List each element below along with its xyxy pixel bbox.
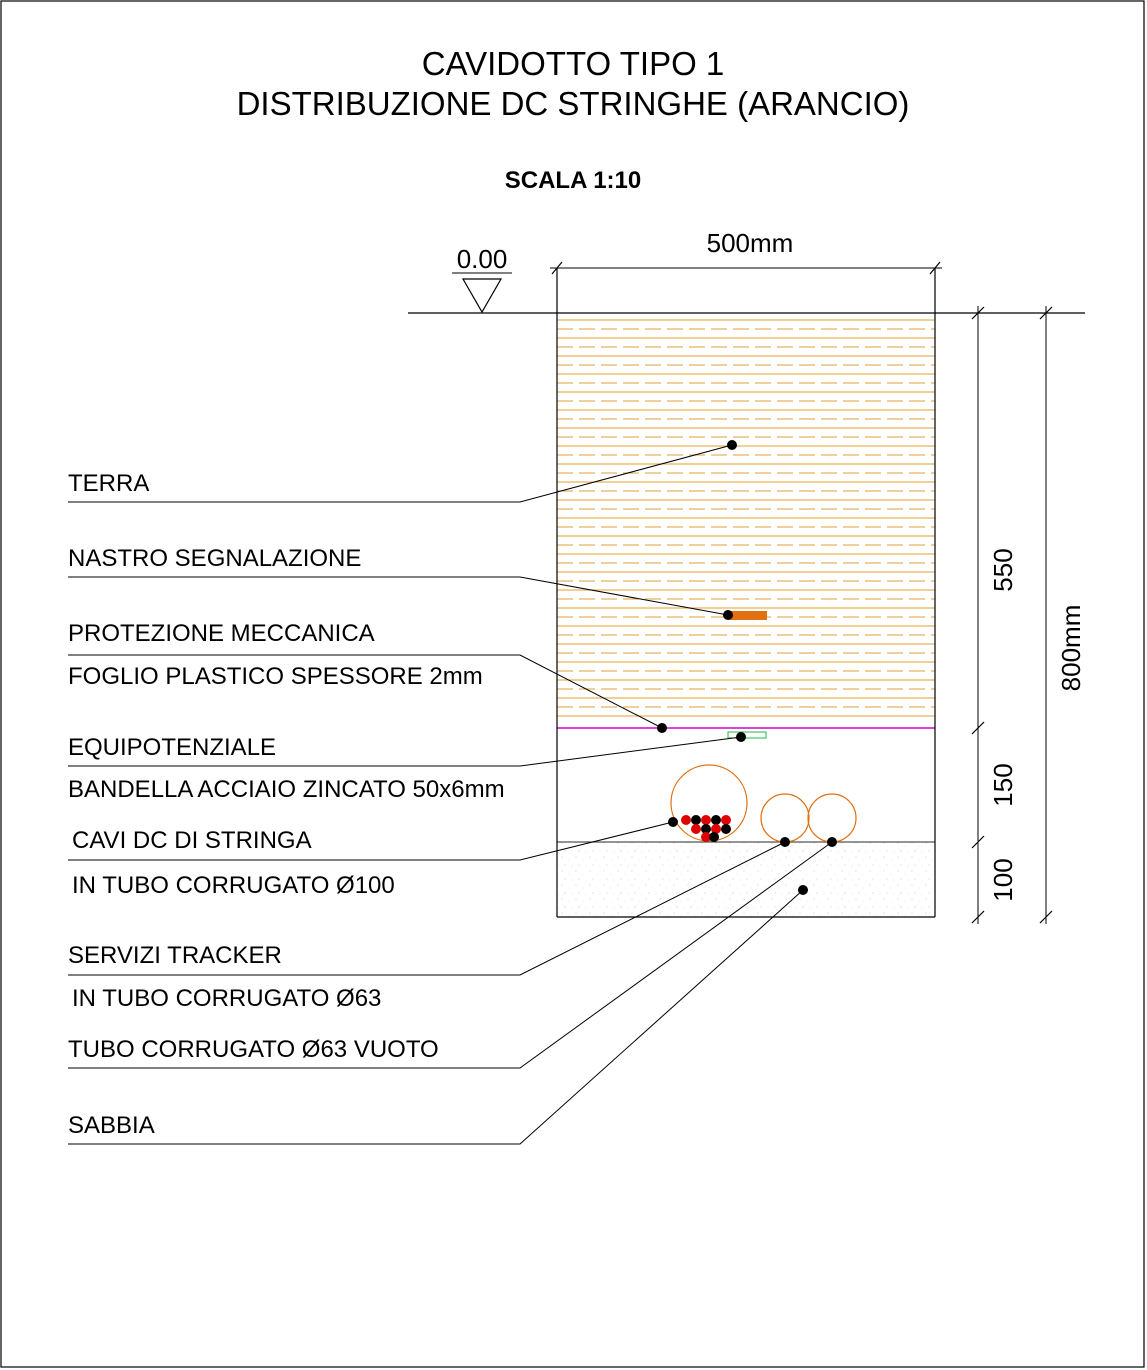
cable	[701, 832, 711, 842]
total-dim-tick-top	[1039, 306, 1053, 320]
dc-cables	[681, 815, 731, 842]
warning-tape	[729, 611, 767, 620]
layer-dim-tick-3	[971, 835, 985, 849]
cable	[711, 824, 721, 834]
leader-tubo-vuoto	[68, 841, 833, 1069]
leader-terra	[68, 444, 733, 503]
label-protezione-1: PROTEZIONE MECCANICA	[68, 620, 375, 647]
dot-terra	[727, 440, 737, 450]
label-servizi-2: IN TUBO CORRUGATO Ø63	[72, 985, 381, 1012]
layer-dim-tick-1	[971, 306, 985, 320]
cable	[691, 824, 701, 834]
width-dim-text: 500mm	[707, 228, 794, 258]
sand-layer	[557, 842, 935, 917]
label-servizi-1: SERVIZI TRACKER	[68, 942, 282, 969]
label-protezione-2: FOGLIO PLASTICO SPESSORE 2mm	[68, 663, 483, 690]
conduit-63-empty	[807, 793, 857, 843]
layer-dim-tick-4	[971, 910, 985, 924]
level-marker-triangle	[461, 278, 503, 314]
width-dim-tick-left	[551, 261, 563, 275]
label-cavi-1: CAVI DC DI STRINGA	[72, 827, 312, 854]
leader-sabbia	[68, 889, 804, 1145]
cable	[709, 832, 719, 842]
leader-protezione	[68, 654, 663, 729]
dot-nastro	[723, 610, 733, 620]
scale-label: SCALA 1:10	[505, 167, 641, 194]
dot-tubo-vuoto	[827, 837, 837, 847]
leader-lines	[68, 444, 833, 1145]
label-equipotenziale-1: EQUIPOTENZIALE	[68, 734, 276, 761]
leader-cavi	[68, 821, 674, 861]
label-tubo-vuoto: TUBO CORRUGATO Ø63 VUOTO	[68, 1036, 439, 1063]
label-cavi-2: IN TUBO CORRUGATO Ø100	[72, 872, 395, 899]
cable	[681, 815, 691, 825]
total-dim-text: 800mm	[1056, 605, 1086, 692]
dot-equipotenziale	[736, 732, 746, 742]
cable	[701, 824, 711, 834]
label-terra: TERRA	[68, 470, 149, 497]
label-sabbia: SABBIA	[68, 1112, 155, 1139]
dot-cavi	[668, 817, 678, 827]
cable	[711, 815, 721, 825]
leader-servizi	[68, 841, 786, 976]
conduit-63-tracker	[760, 793, 810, 843]
width-dim-tick-right	[929, 261, 941, 275]
layer-dim-tick-2	[971, 721, 985, 735]
level-marker-text: 0.00	[457, 244, 508, 274]
dot-sabbia	[798, 885, 808, 895]
dot-protezione	[657, 723, 667, 733]
title-line-2: DISTRIBUZIONE DC STRINGHE (ARANCIO)	[237, 85, 910, 122]
layer-dim-550: 550	[988, 548, 1018, 591]
total-dim-tick-bottom	[1039, 910, 1053, 924]
cable	[721, 824, 731, 834]
leader-nastro	[68, 576, 729, 616]
cable	[691, 815, 701, 825]
label-equipotenziale-2: BANDELLA ACCIAIO ZINCATO 50x6mm	[68, 776, 505, 803]
equipotential-strip	[727, 731, 767, 739]
label-nastro: NASTRO SEGNALAZIONE	[68, 545, 361, 572]
soil-layer	[557, 313, 935, 728]
title-line-1: CAVIDOTTO TIPO 1	[422, 45, 725, 82]
layer-dim-100: 100	[988, 858, 1018, 901]
layer-dim-150: 150	[988, 763, 1018, 806]
trench	[556, 268, 936, 918]
leader-equipotenziale	[68, 736, 742, 767]
cable	[701, 815, 711, 825]
cable	[721, 815, 731, 825]
dot-servizi	[780, 837, 790, 847]
soil-hatch	[557, 319, 935, 717]
leader-dots	[657, 440, 837, 895]
